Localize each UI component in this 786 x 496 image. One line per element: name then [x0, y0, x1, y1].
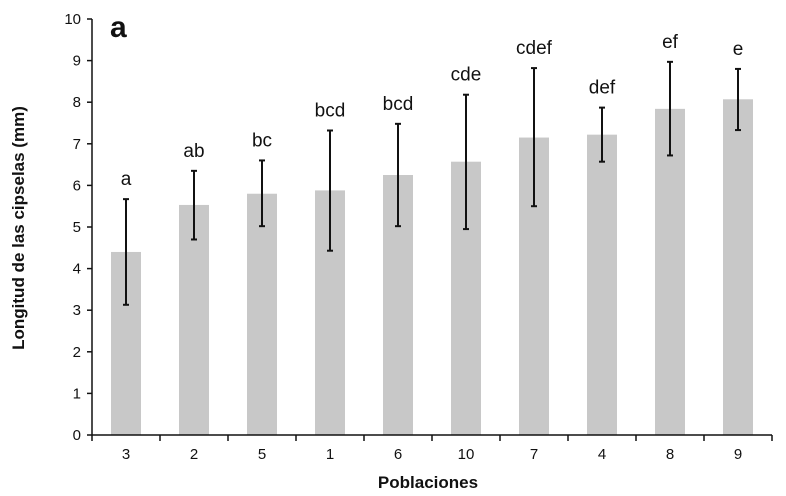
group-label-5: bc [252, 130, 272, 151]
x-tick-label-1: 1 [326, 446, 334, 463]
y-tick-label: 7 [73, 136, 81, 153]
x-tick-label-10: 10 [458, 446, 475, 463]
bar-2 [179, 204, 209, 435]
group-label-10: cde [451, 65, 482, 86]
bar-4 [587, 134, 617, 435]
x-ticks-layer: 3 2 5 1 6 10 7 4 8 9 [91, 435, 773, 463]
group-labels-layer: a ab bc bcd bcd cde cdef def ef e [121, 32, 744, 190]
group-label-2: ab [183, 141, 204, 162]
y-tick-label: 9 [73, 53, 81, 70]
bar-9 [723, 99, 753, 436]
y-tick-label: 0 [73, 427, 81, 444]
x-tick-label-9: 9 [734, 446, 742, 463]
error-bars-layer [123, 60, 741, 306]
panel-label: a [110, 11, 127, 44]
group-label-9: e [733, 39, 744, 60]
y-tick-label: 3 [73, 302, 81, 319]
x-tick-label-4: 4 [598, 446, 606, 463]
group-label-6: bcd [383, 94, 414, 115]
group-label-7: cdef [516, 38, 553, 59]
x-tick-label-6: 6 [394, 446, 402, 463]
bar-8 [655, 108, 685, 435]
y-tick-label: 10 [64, 11, 81, 28]
bars-layer [111, 99, 753, 436]
x-tick-label-5: 5 [258, 446, 266, 463]
x-tick-label-8: 8 [666, 446, 674, 463]
y-tick-label: 6 [73, 177, 81, 194]
group-label-4: def [589, 78, 616, 99]
x-tick-label-2: 2 [190, 446, 198, 463]
y-axis-title: Longitud de las cipselas (mm) [9, 106, 28, 350]
x-axis-title: Poblaciones [378, 473, 478, 492]
group-label-8: ef [662, 32, 679, 53]
y-tick-label: 8 [73, 94, 81, 111]
x-tick-label-7: 7 [530, 446, 538, 463]
y-tick-label: 4 [73, 261, 81, 278]
y-tick-label: 1 [73, 385, 81, 402]
group-label-1: bcd [315, 100, 346, 121]
bar-5 [247, 193, 277, 435]
y-tick-label: 5 [73, 219, 81, 236]
group-label-3: a [121, 169, 132, 190]
y-tick-label: 2 [73, 344, 81, 361]
y-ticks-layer: 0 1 2 3 4 5 6 7 8 9 10 [64, 11, 92, 444]
x-tick-label-3: 3 [122, 446, 130, 463]
